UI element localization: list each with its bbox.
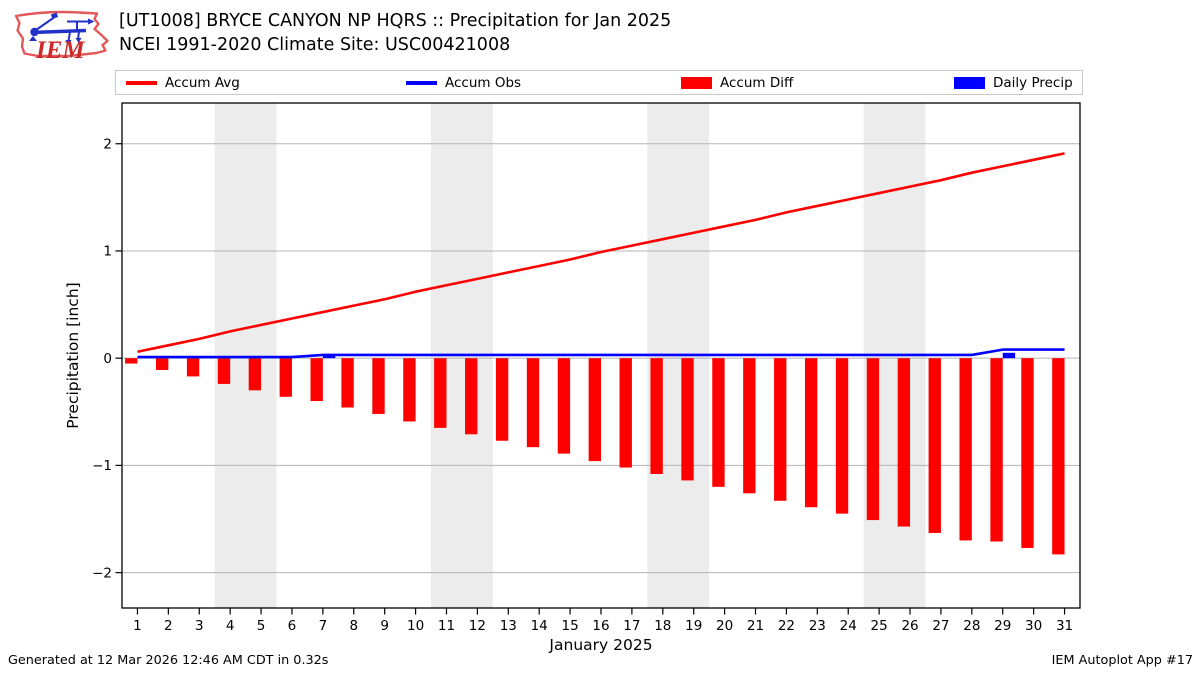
svg-text:19: 19 (685, 618, 702, 634)
generated-timestamp: Generated at 12 Mar 2026 12:46 AM CDT in… (8, 653, 329, 668)
svg-text:23: 23 (809, 618, 826, 634)
svg-text:21: 21 (747, 618, 764, 634)
svg-text:31: 31 (1056, 618, 1073, 634)
svg-text:2: 2 (103, 136, 112, 152)
legend: Accum Avg Accum Obs Accum Diff Daily Pre… (115, 70, 1083, 95)
accum-diff-rect-swatch (681, 76, 712, 89)
svg-text:−2: −2 (92, 565, 112, 581)
chart-title: [UT1008] BRYCE CANYON NP HQRS :: Precipi… (119, 11, 672, 31)
svg-text:7: 7 (319, 618, 328, 634)
svg-text:24: 24 (840, 618, 857, 634)
svg-text:2: 2 (164, 618, 173, 634)
svg-text:9: 9 (380, 618, 389, 634)
svg-text:16: 16 (592, 618, 609, 634)
y-axis: −2 −1 0 1 2 Precipitation [inch] (64, 136, 122, 581)
svg-text:14: 14 (531, 618, 548, 634)
svg-text:8: 8 (349, 618, 358, 634)
svg-text:17: 17 (623, 618, 640, 634)
accum-obs-line (137, 348, 1065, 359)
svg-text:29: 29 (994, 618, 1011, 634)
svg-text:22: 22 (778, 618, 795, 634)
svg-text:1: 1 (103, 244, 112, 260)
legend-item-accum-diff: Accum Diff (681, 71, 793, 94)
x-axis: 1 2 3 4 5 6 7 8 9 10 11 12 13 14 15 16 17 18 19 20 21 22 23 24 2… (133, 608, 1073, 654)
legend-label: Accum Obs (445, 74, 522, 91)
svg-text:10: 10 (407, 618, 424, 634)
svg-text:11: 11 (438, 618, 455, 634)
legend-label: Accum Avg (165, 74, 240, 91)
iowa-outline-icon (14, 10, 109, 58)
accum-avg-line (137, 152, 1065, 354)
svg-text:6: 6 (288, 618, 297, 634)
weather-station-icon (29, 12, 95, 45)
legend-label: Accum Diff (720, 74, 794, 91)
chart-header: [UT1008] BRYCE CANYON NP HQRS :: Precipi… (119, 9, 671, 57)
legend-item-accum-obs: Accum Obs (406, 71, 521, 94)
svg-text:25: 25 (871, 618, 888, 634)
svg-text:1: 1 (133, 618, 142, 634)
x-axis-label: January 2025 (548, 636, 652, 654)
svg-text:27: 27 (932, 618, 949, 634)
chart-subtitle: NCEI 1991-2020 Climate Site: USC00421008 (119, 35, 511, 55)
accum-diff-bars (125, 358, 1065, 555)
accum-obs-line-swatch (406, 80, 437, 85)
svg-text:30: 30 (1025, 618, 1042, 634)
logo-text: IEM (35, 37, 85, 64)
legend-label: Daily Precip (993, 74, 1073, 91)
svg-text:4: 4 (226, 618, 235, 634)
iem-logo: IEM (14, 10, 109, 64)
svg-text:18: 18 (654, 618, 671, 634)
svg-text:20: 20 (716, 618, 733, 634)
accum-avg-line-swatch (126, 80, 157, 85)
svg-text:28: 28 (963, 618, 980, 634)
svg-text:0: 0 (103, 351, 112, 367)
legend-item-daily-precip: Daily Precip (954, 71, 1073, 94)
svg-text:12: 12 (469, 618, 486, 634)
svg-text:13: 13 (500, 618, 517, 634)
svg-text:5: 5 (257, 618, 266, 634)
daily-precip-bars (322, 352, 1016, 359)
legend-item-accum-avg: Accum Avg (126, 71, 240, 94)
svg-text:−1: −1 (92, 458, 112, 474)
y-axis-label: Precipitation [inch] (64, 282, 82, 428)
svg-text:3: 3 (195, 618, 204, 634)
daily-precip-rect-swatch (954, 76, 985, 89)
svg-text:26: 26 (901, 618, 918, 634)
app-credit: IEM Autoplot App #17 (1051, 653, 1193, 668)
svg-text:15: 15 (562, 618, 579, 634)
